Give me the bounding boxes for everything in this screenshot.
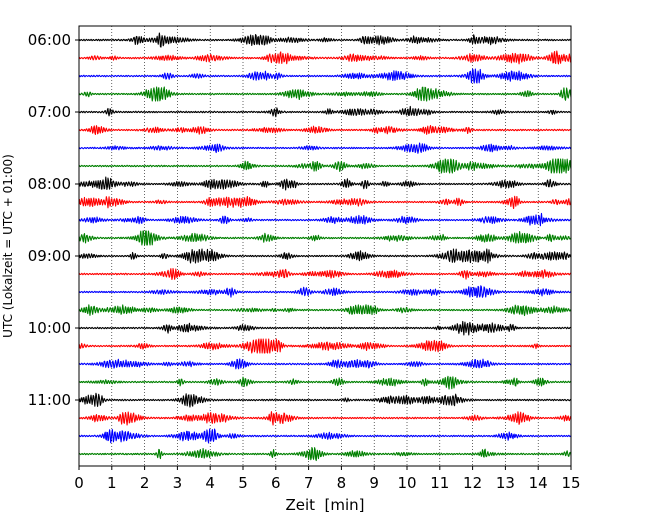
x-tick-label-2: 2 [140,474,150,492]
x-tick-label-10: 10 [397,474,416,492]
x-tick-label-1: 1 [107,474,117,492]
trace-2 [78,50,572,65]
x-tick-label-4: 4 [205,474,215,492]
trace-13 [78,248,572,264]
trace-8 [78,158,572,174]
trace-24 [78,447,572,462]
x-tick-label-14: 14 [529,474,548,492]
x-tick-label-7: 7 [304,474,314,492]
trace-12 [78,230,572,246]
x-tick-label-3: 3 [173,474,183,492]
trace-21 [78,392,572,408]
trace-23 [78,428,572,444]
trace-18 [78,338,572,354]
trace-3 [78,68,572,84]
trace-15 [78,285,572,299]
y-tick-label-3: 09:00 [28,247,71,265]
trace-17 [78,320,572,336]
y-tick-label-5: 11:00 [28,391,71,409]
x-tick-label-0: 0 [74,474,84,492]
trace-14 [78,268,572,281]
trace-9 [78,176,572,191]
x-tick-label-12: 12 [463,474,482,492]
x-axis-label: Zeit [min] [285,496,364,514]
trace-1 [78,32,572,48]
traces [78,32,572,462]
grid-lines [111,26,539,466]
y-axis-ticks: 06:00 07:00 08:00 09:00 10:00 11:00 [28,31,79,409]
y-tick-label-2: 08:00 [28,175,71,193]
trace-19 [78,358,572,370]
trace-7 [78,142,572,154]
trace-22 [78,411,572,426]
trace-16 [78,304,572,317]
y-tick-label-0: 06:00 [28,31,71,49]
x-axis-ticks: 0 1 2 3 4 5 6 7 8 9 10 11 12 13 14 15 [74,466,581,492]
x-tick-label-15: 15 [561,474,580,492]
trace-6 [78,124,572,136]
x-tick-label-9: 9 [369,474,379,492]
x-tick-label-5: 5 [238,474,248,492]
y-tick-label-1: 07:00 [28,103,71,121]
trace-5 [78,105,572,118]
trace-11 [78,212,572,227]
y-tick-label-4: 10:00 [28,319,71,337]
x-tick-label-11: 11 [430,474,449,492]
trace-10 [78,195,572,210]
x-tick-label-13: 13 [496,474,515,492]
trace-20 [78,375,572,390]
y-axis-label: UTC (Lokalzeit = UTC + 01:00) [1,154,15,338]
trace-4 [78,86,572,102]
plot-frame [78,25,572,467]
x-tick-label-6: 6 [271,474,281,492]
x-tick-label-8: 8 [337,474,347,492]
